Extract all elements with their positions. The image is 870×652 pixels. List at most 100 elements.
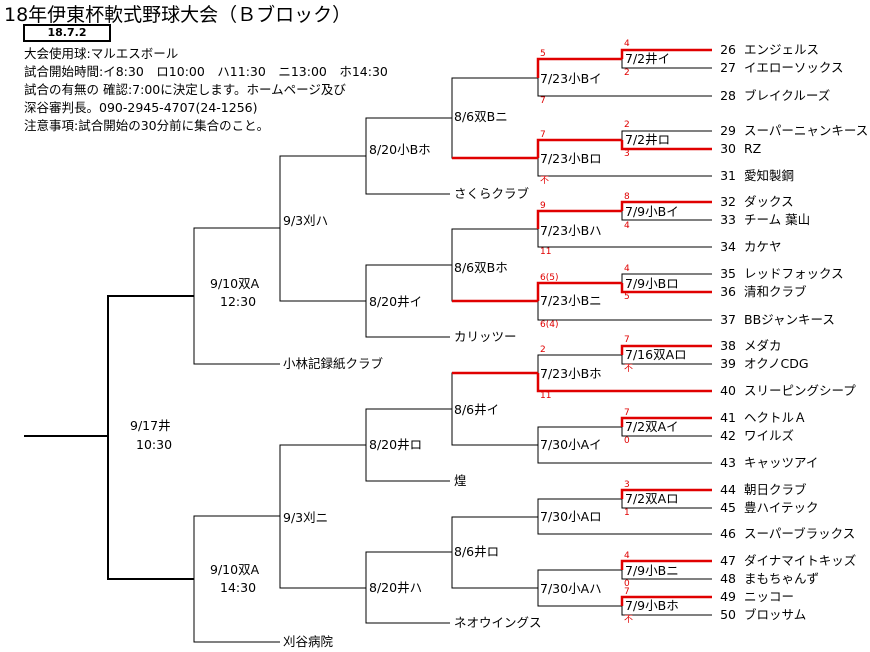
team-row: 35 レッドフォックス: [720, 266, 844, 281]
score-36: 5: [624, 292, 630, 302]
match-r1d: 7/9小Bロ: [625, 276, 679, 291]
match-r4a: 8/20小Bホ: [369, 142, 431, 157]
bracket-winner-lines: [452, 48, 712, 606]
match-r6b: 9/10双A: [210, 562, 260, 577]
match-r5b: 9/3刈ニ: [283, 510, 329, 525]
score-47: 4: [624, 551, 630, 561]
match-r2h: 7/30小Aハ: [540, 581, 602, 596]
note-confirmation: 試合の有無の 確認:7:00に決定します。ホームページ及び: [24, 82, 346, 97]
score-q1a: 5: [540, 49, 546, 59]
match-r2a: 7/23小Bイ: [540, 71, 602, 86]
team-row: 29 スーパーニャンキース: [720, 123, 869, 138]
match-r3c: 8/6井イ: [454, 402, 500, 417]
score-q5b: 11: [540, 391, 552, 401]
note-referee: 深谷審判長。090-2945-4707(24-1256): [24, 100, 258, 115]
team-row: 45 豊ハイテック: [720, 500, 819, 515]
match-r3b: 8/6双Bホ: [454, 260, 508, 275]
team-row: 30 RZ: [720, 141, 762, 156]
team-row: 41 ヘクトルＡ: [720, 410, 807, 425]
score-q4a: 6(5): [540, 273, 559, 283]
team-row: 49 ニッコー: [720, 589, 795, 604]
team-kobayashi: 小林記録紙クラブ: [283, 356, 384, 371]
match-r2g: 7/30小Aロ: [540, 509, 602, 524]
team-row: 26 エンジェルス: [720, 42, 820, 57]
team-row: 50 ブロッサム: [720, 607, 807, 622]
match-r1b: 7/2井ロ: [625, 132, 671, 147]
match-r6a-time: 12:30: [220, 294, 257, 309]
match-r1c: 7/9小Bイ: [625, 204, 679, 219]
score-45: 1: [624, 508, 630, 518]
team-row: 40 スリーピングシープ: [720, 383, 856, 398]
match-r2e: 7/23小Bホ: [540, 366, 602, 381]
team-row: 33 チーム 葉山: [720, 212, 811, 227]
page-title: 18年伊東杯軟式野球大会（Ｂブロック）: [4, 4, 352, 26]
match-r5a: 9/3刈ハ: [283, 213, 329, 228]
match-r1g: 7/2双Aロ: [625, 491, 679, 506]
score-44: 3: [624, 480, 630, 490]
score-27: 2: [624, 68, 630, 78]
match-r1e: 7/16双Aロ: [625, 347, 687, 362]
team-row: 48 まもちゃんず: [720, 571, 820, 586]
team-row: 42 ワイルズ: [720, 428, 795, 443]
team-ko: 煌: [454, 473, 467, 488]
team-row: 44 朝日クラブ: [720, 482, 807, 497]
match-r1a: 7/2井イ: [625, 51, 671, 66]
match-r4c: 8/20井ロ: [369, 437, 423, 452]
match-r6b-time: 14:30: [220, 580, 257, 595]
match-final-time: 10:30: [136, 437, 173, 452]
score-32: 8: [624, 192, 630, 202]
match-r1h: 7/9小Bニ: [625, 563, 679, 578]
team-row: 34 カケヤ: [720, 239, 782, 254]
score-39: 不: [624, 364, 634, 374]
score-29: 2: [624, 120, 630, 130]
note-caution: 注意事項:試合開始の30分前に集合のこと。: [24, 118, 270, 133]
match-r1i: 7/9小Bホ: [625, 598, 679, 613]
match-r2b: 7/23小Bロ: [540, 151, 602, 166]
match-r3d: 8/6井ロ: [454, 544, 500, 559]
team-karitsu: カリッツー: [454, 329, 517, 344]
match-r4b: 8/20井イ: [369, 294, 423, 309]
team-sakura-club: さくらクラブ: [454, 186, 530, 201]
match-r2c: 7/23小Bハ: [540, 223, 602, 238]
team-row: 39 オクノCDG: [720, 356, 809, 371]
match-r6a: 9/10双A: [210, 276, 260, 291]
match-r2d: 7/23小Bニ: [540, 293, 602, 308]
score-38: 7: [624, 335, 630, 345]
score-50: 不: [624, 615, 634, 625]
team-row: 32 ダックス: [720, 194, 794, 209]
score-48: 0: [624, 579, 630, 589]
score-q3b: 11: [540, 247, 552, 257]
score-42: 0: [624, 436, 630, 446]
date-box: 18.7.2: [23, 24, 111, 42]
score-q4b: 6(4): [540, 320, 559, 330]
team-row: 37 BBジャンキース: [720, 312, 835, 327]
team-neo-wings: ネオウイングス: [454, 615, 542, 630]
score-q1b: 7: [540, 96, 546, 106]
score-q3a: 9: [540, 201, 546, 211]
team-row: 46 スーパーブラックス: [720, 526, 856, 541]
match-r3a: 8/6双Bニ: [454, 109, 508, 124]
match-final: 9/17井: [130, 418, 171, 433]
score-q2a: 7: [540, 130, 546, 140]
team-row: 38 メダカ: [720, 338, 782, 353]
match-r1f: 7/2双Aイ: [625, 419, 679, 434]
note-start-times: 試合開始時間:イ8:30 ロ10:00 ハ11:30 ニ13:00 ホ14:30: [24, 64, 388, 79]
team-kariya-hospital: 刈谷病院: [283, 634, 334, 649]
team-row: 28 ブレイクルーズ: [720, 88, 831, 103]
score-33: 4: [624, 221, 630, 231]
match-r2f: 7/30小Aイ: [540, 437, 602, 452]
team-row: 31 愛知製鋼: [720, 168, 795, 183]
score-q2b: 不: [540, 176, 550, 186]
team-row: 43 キャッツアイ: [720, 455, 819, 470]
score-30: 3: [624, 149, 630, 159]
score-35: 4: [624, 264, 630, 274]
score-q5a: 2: [540, 345, 546, 355]
team-row: 47 ダイナマイトキッズ: [720, 553, 857, 568]
note-ball: 大会使用球:マルエスボール: [24, 46, 179, 61]
score-26: 4: [624, 39, 630, 49]
score-49: 7: [624, 587, 630, 597]
score-41: 7: [624, 408, 630, 418]
team-row: 27 イエローソックス: [720, 60, 844, 75]
match-r4d: 8/20井ハ: [369, 580, 423, 595]
